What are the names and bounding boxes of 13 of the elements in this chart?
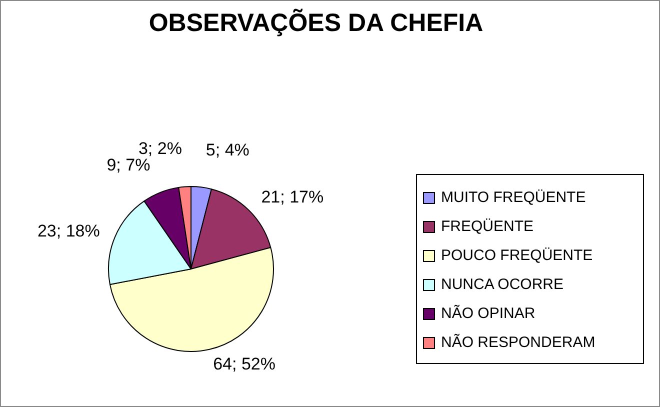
data-label: 5; 4%	[206, 140, 250, 160]
data-label: 9; 7%	[106, 156, 150, 175]
data-label: 3; 2%	[138, 139, 182, 158]
data-label: 21; 17%	[261, 188, 324, 207]
legend-label: MUITO FREQÜENTE	[441, 189, 586, 206]
legend-label: NUNCA OCORRE	[441, 276, 564, 293]
chart-title: OBSERVAÇÕES DA CHEFIA	[148, 9, 484, 38]
data-label: 64; 52%	[213, 354, 276, 374]
data-label: 23; 18%	[37, 221, 100, 240]
legend-label: FREQÜENTE	[441, 218, 534, 235]
legend-label: NÃO OPINAR	[441, 305, 536, 322]
legend-label: POUCO FREQÜENTE	[441, 247, 593, 264]
legend-label: NÃO RESPONDERAM	[441, 334, 596, 351]
